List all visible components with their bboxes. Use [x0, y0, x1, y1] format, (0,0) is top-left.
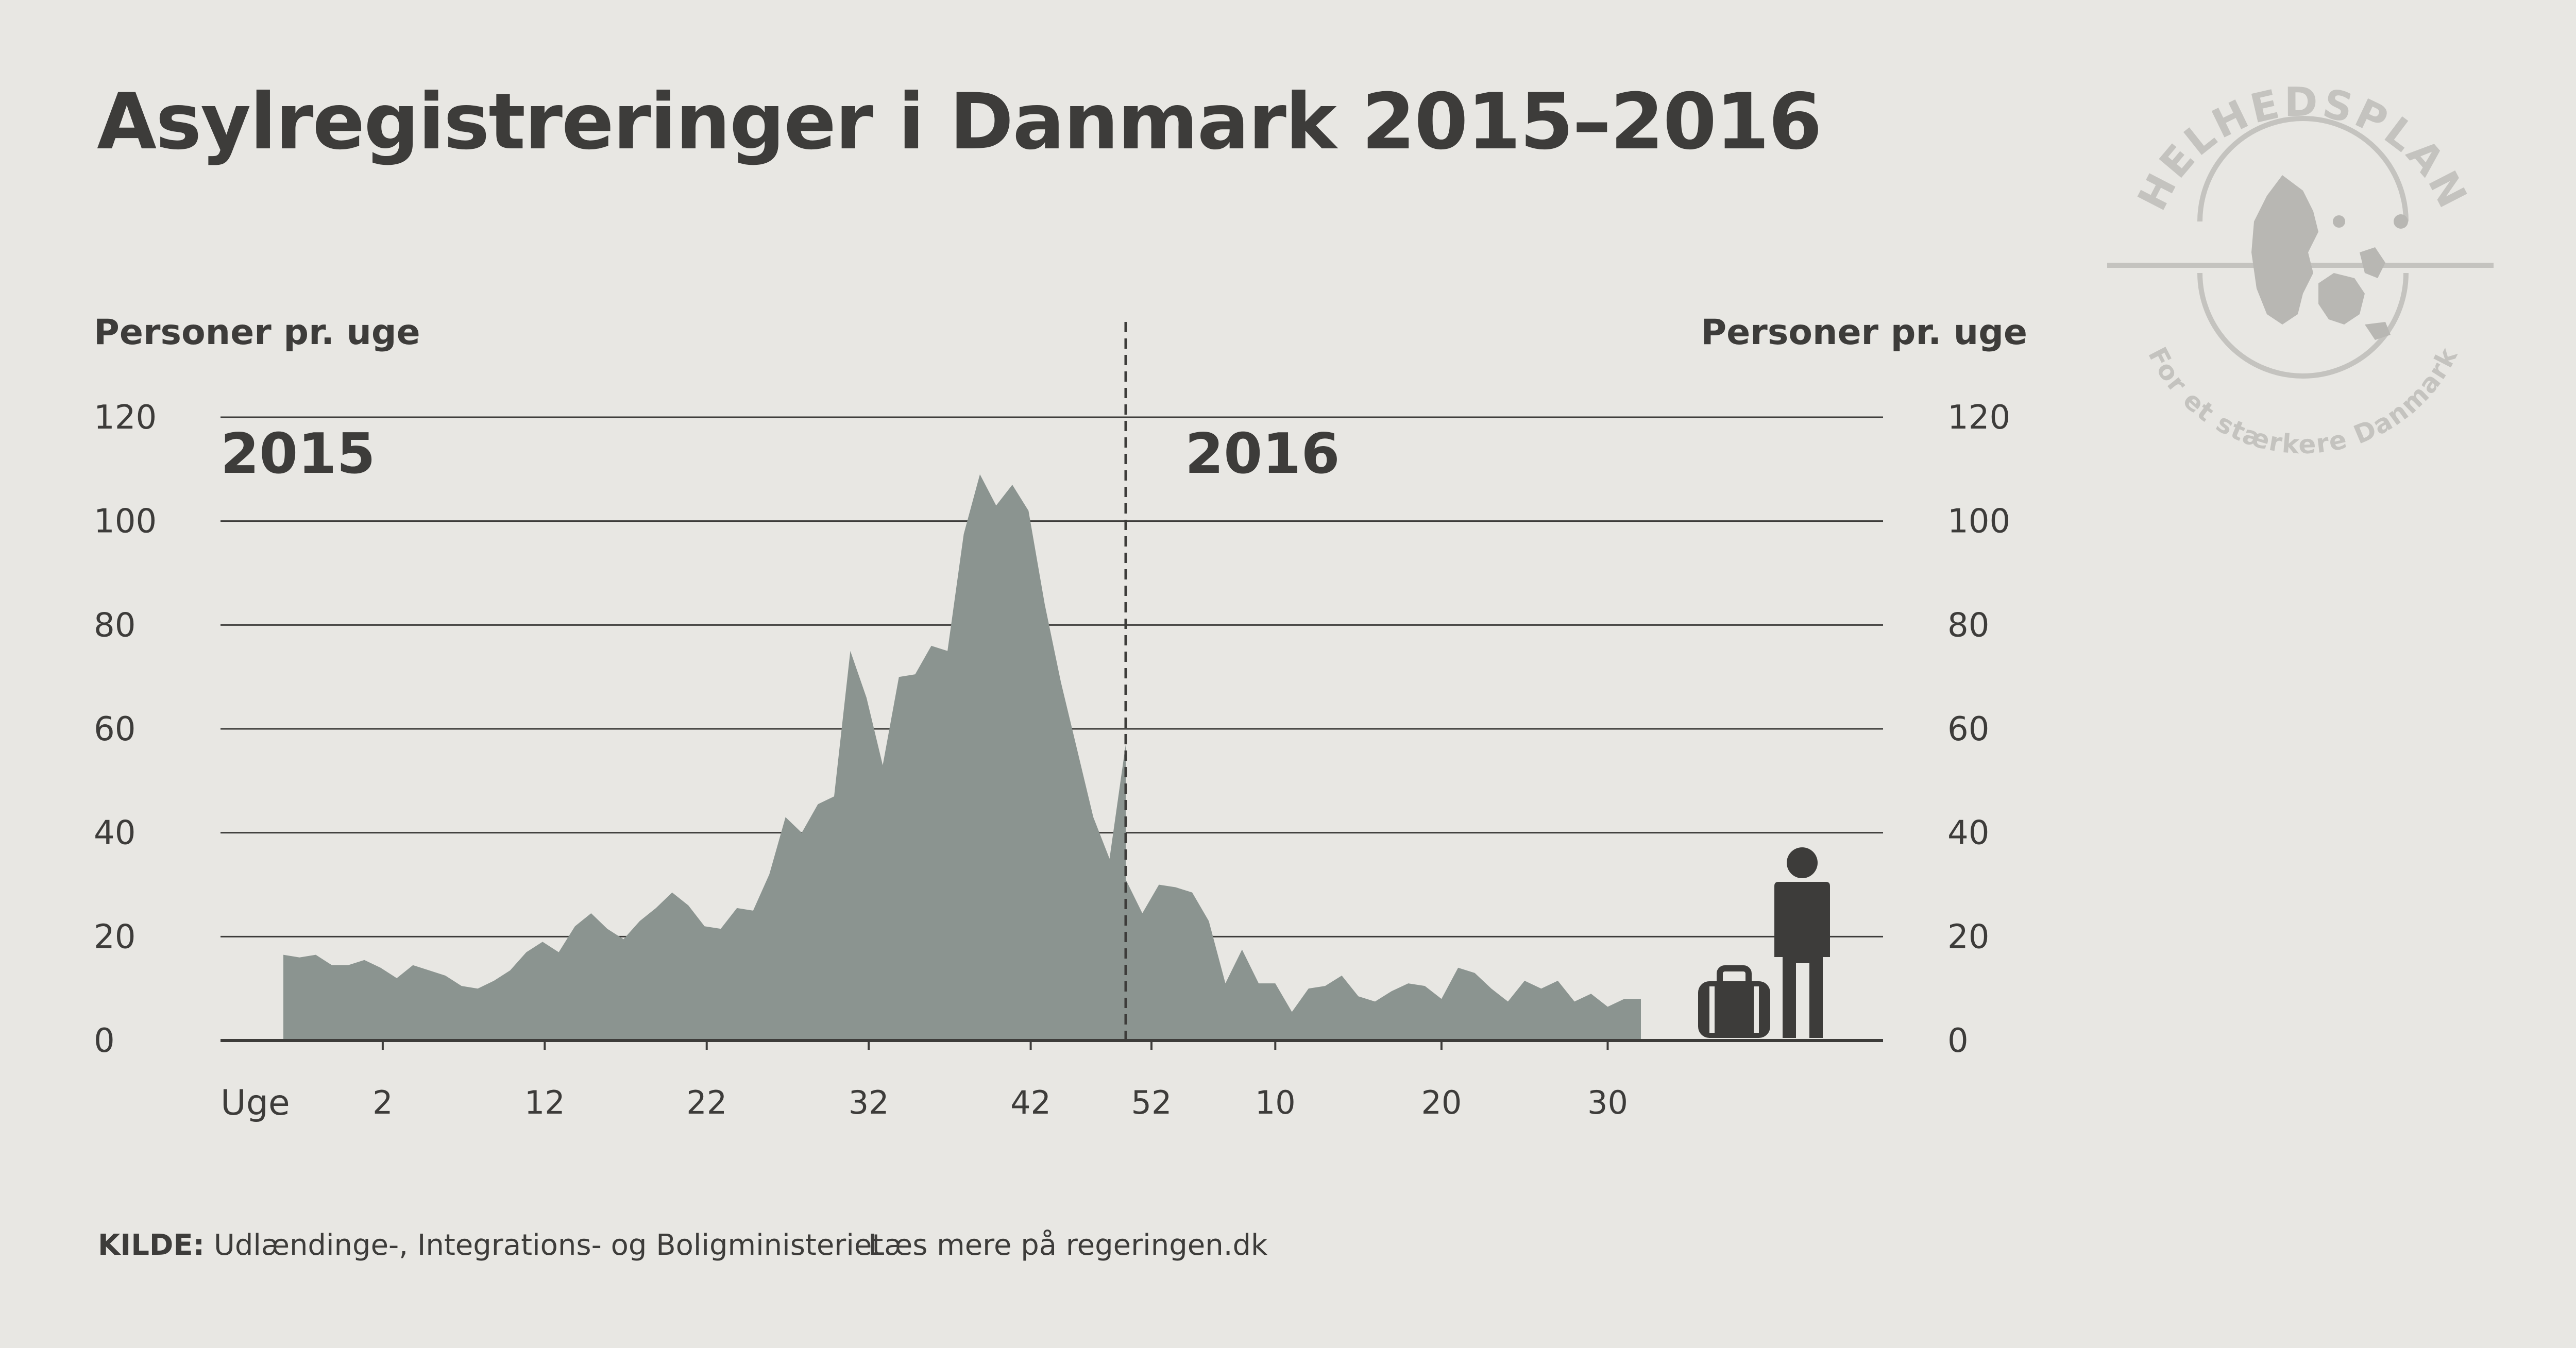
y-tick-label-right: 40 [1947, 814, 1989, 852]
year-label-2015: 2015 [221, 422, 376, 486]
y-tick-label-left: 60 [94, 710, 135, 748]
y-tick-label-right: 120 [1947, 399, 2010, 437]
y-ticks: 0 0 20 20 40 40 60 60 80 80 100 100 120 120 [94, 399, 2010, 1060]
y-tick-label-left: 0 [94, 1022, 115, 1060]
x-tick-label: 42 [1010, 1084, 1051, 1121]
y-tick-label-left: 20 [94, 918, 135, 956]
svg-text:For et stærkere Danmark: For et stærkere Danmark [2142, 343, 2464, 460]
y-tick-label-right: 0 [1947, 1022, 1969, 1060]
y-tick-label-right: 60 [1947, 710, 1989, 748]
logo-bottom-text: For et stærkere Danmark [2142, 343, 2463, 460]
x-tick-label: 20 [1421, 1084, 1462, 1121]
y-tick-label-right: 20 [1947, 918, 1989, 956]
area-series-asylum [283, 474, 1641, 1040]
x-tick-label: 12 [524, 1084, 565, 1121]
helhedsplan-logo: HELHEDSPLAN For et stærkere Danmark [2107, 79, 2494, 460]
page-title: Asylregistreringer i Danmark 2015–2016 [97, 77, 1822, 167]
y-tick-label-right: 100 [1947, 503, 2010, 541]
y-tick-label-left: 120 [94, 399, 157, 437]
y-axis-label-right: Personer pr. uge [1701, 312, 2027, 353]
x-ticks: 2 12 22 32 42 52 10 20 30 [372, 1040, 1628, 1121]
y-tick-label-left: 40 [94, 814, 135, 852]
x-axis-label: Uge [221, 1083, 290, 1123]
source-footer: KILDE: Udlændinge-, Integrations- og Bol… [98, 1228, 1267, 1262]
read-more-link[interactable]: Læs mere på regeringen.dk [868, 1228, 1268, 1262]
x-tick-label: 2 [372, 1084, 393, 1121]
x-tick-label: 10 [1255, 1084, 1296, 1121]
y-axis-label-left: Personer pr. uge [94, 312, 420, 353]
person-with-suitcase-icon [1698, 847, 1830, 1038]
year-label-2016: 2016 [1185, 422, 1340, 486]
x-tick-label: 22 [686, 1084, 727, 1121]
x-tick-label: 32 [849, 1084, 889, 1121]
y-tick-label-right: 80 [1947, 606, 1989, 644]
y-tick-label-left: 100 [94, 503, 157, 541]
source-label: KILDE: [98, 1228, 205, 1262]
source-text: Udlændinge-, Integrations- og Boligminis… [213, 1228, 884, 1262]
x-tick-label: 52 [1131, 1084, 1172, 1121]
denmark-map-icon [2251, 175, 2408, 340]
area-series [221, 474, 1883, 1042]
x-tick-label: 30 [1587, 1084, 1628, 1121]
y-tick-label-left: 80 [94, 606, 135, 644]
